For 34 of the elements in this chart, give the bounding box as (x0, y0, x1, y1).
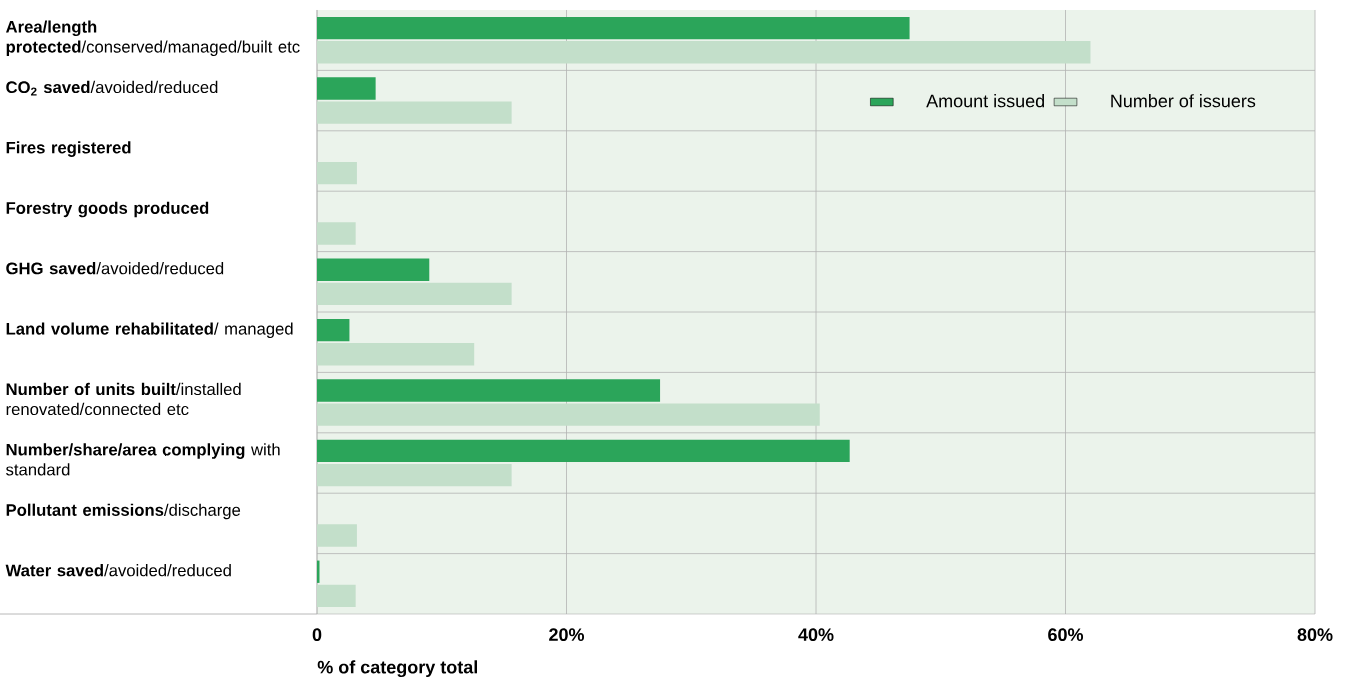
bar (317, 463, 512, 487)
x-axis-title: % of category total (317, 660, 477, 678)
bar (317, 318, 350, 342)
bar (317, 403, 820, 426)
bar (317, 282, 512, 306)
bar (317, 343, 475, 366)
x-tick-label: 60% (1048, 628, 1084, 642)
legend-label: Amount issued (926, 94, 1045, 108)
bar (317, 258, 430, 281)
bar (317, 161, 357, 185)
y-tick-label: Area/length protected/conserved/managed/built etc (5, 20, 300, 56)
bar (317, 222, 356, 245)
y-tick-label: Pollutant emissions/discharge (6, 503, 241, 520)
category-label: CO$_{2}$ saved/avoided/reduced (6, 80, 218, 96)
bar (317, 41, 1091, 64)
bar (317, 584, 356, 608)
y-tick-label: Forestry goods produced (6, 201, 209, 218)
bar (317, 524, 357, 547)
x-tick-label: 80% (1297, 628, 1333, 642)
bar (317, 16, 910, 40)
x-tick-label: 20% (549, 628, 585, 642)
bar (317, 379, 661, 402)
category-label: Number/share/area complying with standard (6, 443, 280, 476)
y-tick-label: Land volume rehabilitated/ managed (6, 322, 293, 338)
bar (317, 439, 850, 463)
legend-label: Number of issuers (1111, 94, 1256, 108)
bar (317, 77, 376, 100)
x-tick-label: 0 (312, 628, 322, 642)
y-tick-label: GHG saved/avoided/reduced (6, 262, 224, 275)
y-tick-label: Fires registered (6, 141, 131, 157)
x-tick-label: 40% (798, 628, 834, 642)
y-tick-label: Number of units built/installed renovated/connected etc (6, 382, 241, 416)
bar (317, 101, 512, 124)
y-tick-label: Water saved/avoided/reduced (5, 564, 231, 577)
